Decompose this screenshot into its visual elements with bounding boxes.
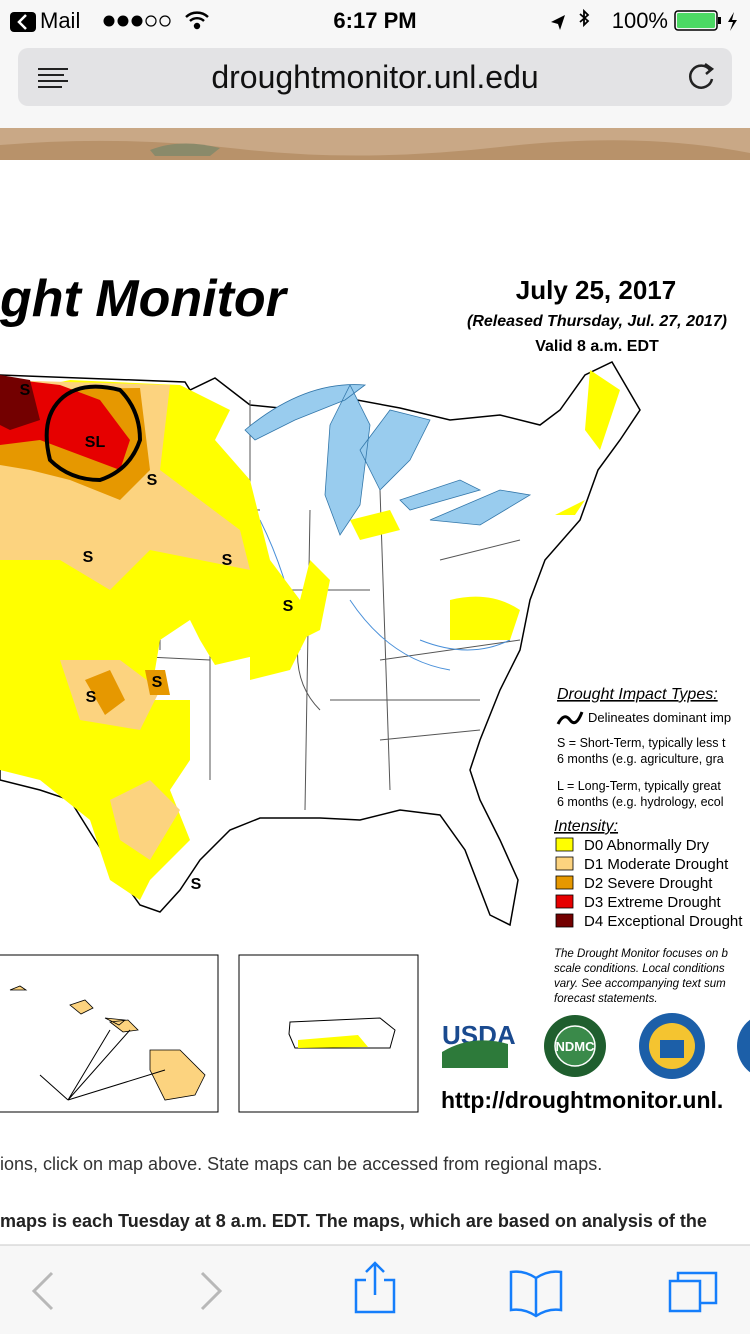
page-text-2: maps is each Tuesday at 8 a.m. EDT. The …	[0, 1211, 707, 1231]
map-title: ght Monitor	[0, 270, 289, 328]
short-term-2: 6 months (e.g. agriculture, gra	[557, 752, 724, 766]
impact-label: S	[20, 382, 31, 399]
back-button[interactable]	[31, 1271, 54, 1311]
pr-d0	[298, 1035, 368, 1048]
impact-line-icon	[556, 711, 584, 725]
reload-arrow	[704, 62, 715, 75]
ndmc-logo: NDMC	[556, 1039, 596, 1054]
impact-label: S	[147, 472, 158, 489]
drought-map[interactable]: ght Monitor July 25, 2017 (Released Thur…	[0, 160, 750, 1160]
impact-outline	[44, 384, 143, 483]
long-term-2: 6 months (e.g. hydrology, ecol	[557, 795, 724, 809]
reload-icon[interactable]	[689, 64, 714, 89]
impact-label: SL	[85, 434, 106, 451]
signal	[103, 15, 171, 27]
map-valid: Valid 8 a.m. EDT	[535, 338, 659, 355]
short-term-1: S = Short-Term, typically less t	[557, 736, 726, 750]
intensity-title: Intensity:	[554, 818, 618, 835]
long-term-1: L = Long-Term, typically great	[557, 779, 721, 793]
note-line: vary. See accompanying text sum	[554, 978, 726, 990]
battery-fill	[677, 13, 715, 28]
note-line: forecast statements.	[554, 993, 658, 1005]
banner-bush	[150, 143, 220, 156]
d2-area	[0, 388, 170, 715]
hawaii-pointers	[39, 1029, 166, 1101]
forward-button[interactable]	[200, 1271, 223, 1311]
impact-label: S	[152, 674, 163, 691]
map-url[interactable]: http://droughtmonitor.unl.	[441, 1087, 723, 1113]
battery-level: 100%	[612, 8, 668, 33]
great-lakes	[244, 384, 532, 536]
map-date: July 25, 2017	[516, 275, 676, 305]
d1-area	[0, 380, 250, 860]
page-text-1: ions, click on map above. State maps can…	[0, 1154, 602, 1174]
charging-icon	[728, 12, 737, 31]
intensity-swatch	[555, 875, 574, 890]
intensity-label: D3 Extreme Drought	[584, 894, 722, 911]
share-button[interactable]	[354, 1261, 396, 1314]
intensity-swatch	[555, 837, 574, 852]
impact-label: S	[222, 552, 233, 569]
wifi	[185, 11, 209, 30]
url[interactable]: droughtmonitor.unl.edu	[211, 59, 538, 95]
note-line: scale conditions. Local conditions	[554, 963, 725, 975]
intensity-label: D2 Severe Drought	[584, 875, 713, 892]
address-bar[interactable]	[18, 48, 732, 106]
intensity-swatch	[555, 913, 574, 928]
d4-area	[0, 375, 40, 430]
commerce-shield	[660, 1040, 684, 1058]
carrier[interactable]: Mail	[40, 8, 80, 33]
map-released: (Released Thursday, Jul. 27, 2017)	[467, 313, 727, 330]
impact-label: S	[283, 598, 294, 615]
bluetooth-icon	[579, 8, 590, 28]
map-note: The Drought Monitor focuses on b scale co…	[554, 948, 728, 1005]
battery	[674, 10, 718, 31]
hawaii-islands	[9, 985, 206, 1101]
bookmarks-button[interactable]	[509, 1270, 563, 1318]
location-icon	[551, 15, 565, 30]
back-to-app-icon[interactable]	[10, 12, 36, 32]
intensity-legend: D0 Abnormally Dry D1 Moderate Drought D2 S…	[555, 837, 743, 930]
intensity-swatch	[555, 856, 574, 871]
tabs-button[interactable]	[668, 1271, 718, 1313]
d0-area-east	[250, 370, 620, 680]
intensity-label: D4 Exceptional Drought	[584, 913, 743, 930]
ndmc-inner	[554, 1025, 596, 1067]
intensity-label: D1 Moderate Drought	[584, 856, 729, 873]
impact-title: Drought Impact Types:	[557, 686, 718, 703]
time: 6:17 PM	[333, 8, 416, 33]
intensity-label: D0 Abnormally Dry	[584, 837, 710, 854]
impact-label: S	[86, 689, 97, 706]
impact-label: S	[191, 876, 202, 893]
noaa-seal	[737, 1019, 750, 1073]
usda-swoosh	[442, 1040, 508, 1068]
impact-label: S	[83, 549, 94, 566]
intensity-swatch	[555, 894, 574, 909]
impact-line: Delineates dominant imp	[588, 710, 731, 725]
note-line: The Drought Monitor focuses on b	[554, 948, 728, 960]
back-chevron	[17, 14, 27, 30]
reader-icon[interactable]	[38, 68, 68, 88]
battery-tip	[718, 17, 721, 24]
